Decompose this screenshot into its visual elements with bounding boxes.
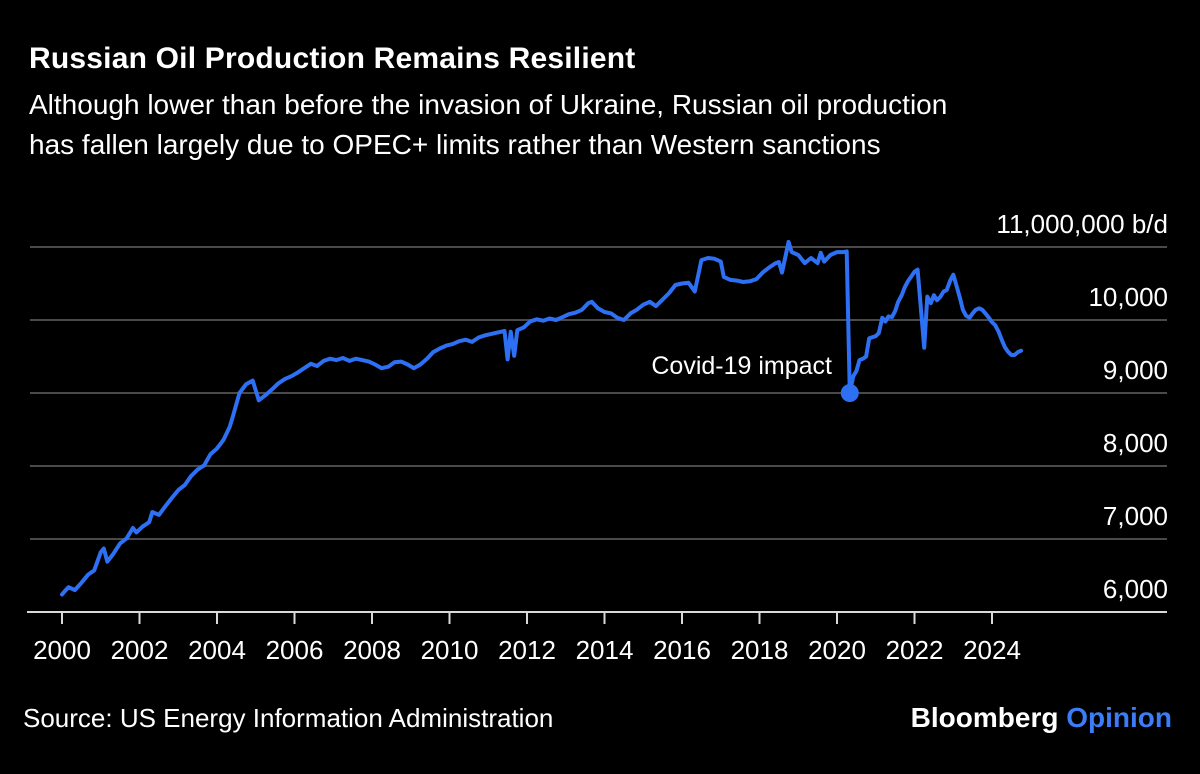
x-axis-label-2020: 2020	[808, 635, 866, 665]
y-axis-label-8000: 8,000	[1103, 428, 1168, 458]
x-axis-label-2004: 2004	[188, 635, 246, 665]
x-axis-label-2010: 2010	[421, 635, 479, 665]
y-axis-label-11000: 11,000,000 b/d	[996, 209, 1168, 239]
x-axis-label-2008: 2008	[343, 635, 401, 665]
axis-labels: 11,000,000 b/d 10,000 9,000 8,000 7,000 6,000…	[33, 209, 1168, 665]
source-note: Source: US Energy Information Administra…	[23, 703, 554, 733]
x-axis-label-2018: 2018	[731, 635, 789, 665]
production-line	[60, 239, 1024, 597]
y-axis-label-6000: 6,000	[1103, 574, 1168, 604]
gridlines	[30, 246, 1167, 540]
x-axis	[27, 611, 1167, 624]
x-axis-label-2014: 2014	[576, 635, 634, 665]
x-axis-label-2000: 2000	[33, 635, 91, 665]
opinion-wordmark: Opinion	[1066, 702, 1172, 733]
bloomberg-opinion-logo: Bloomberg Opinion	[911, 702, 1172, 734]
x-axis-label-2012: 2012	[498, 635, 556, 665]
y-axis-label-10000: 10,000	[1088, 282, 1168, 312]
y-axis-label-9000: 9,000	[1103, 355, 1168, 385]
chart-title: Russian Oil Production Remains Resilient	[29, 42, 636, 75]
production-line-series	[60, 239, 1024, 597]
bloomberg-wordmark: Bloomberg	[910, 702, 1059, 733]
covid-low-marker	[840, 384, 859, 402]
chart-subtitle: Although lower than before the invasion …	[29, 89, 948, 160]
x-axis-label-2016: 2016	[653, 635, 711, 665]
covid-annotation-label: Covid-19 impact	[651, 352, 832, 380]
x-axis-label-2006: 2006	[266, 635, 324, 665]
x-axis-label-2024: 2024	[963, 635, 1021, 665]
x-axis-label-2022: 2022	[886, 635, 944, 665]
x-axis-label-2002: 2002	[111, 635, 169, 665]
y-axis-label-7000: 7,000	[1103, 501, 1168, 531]
